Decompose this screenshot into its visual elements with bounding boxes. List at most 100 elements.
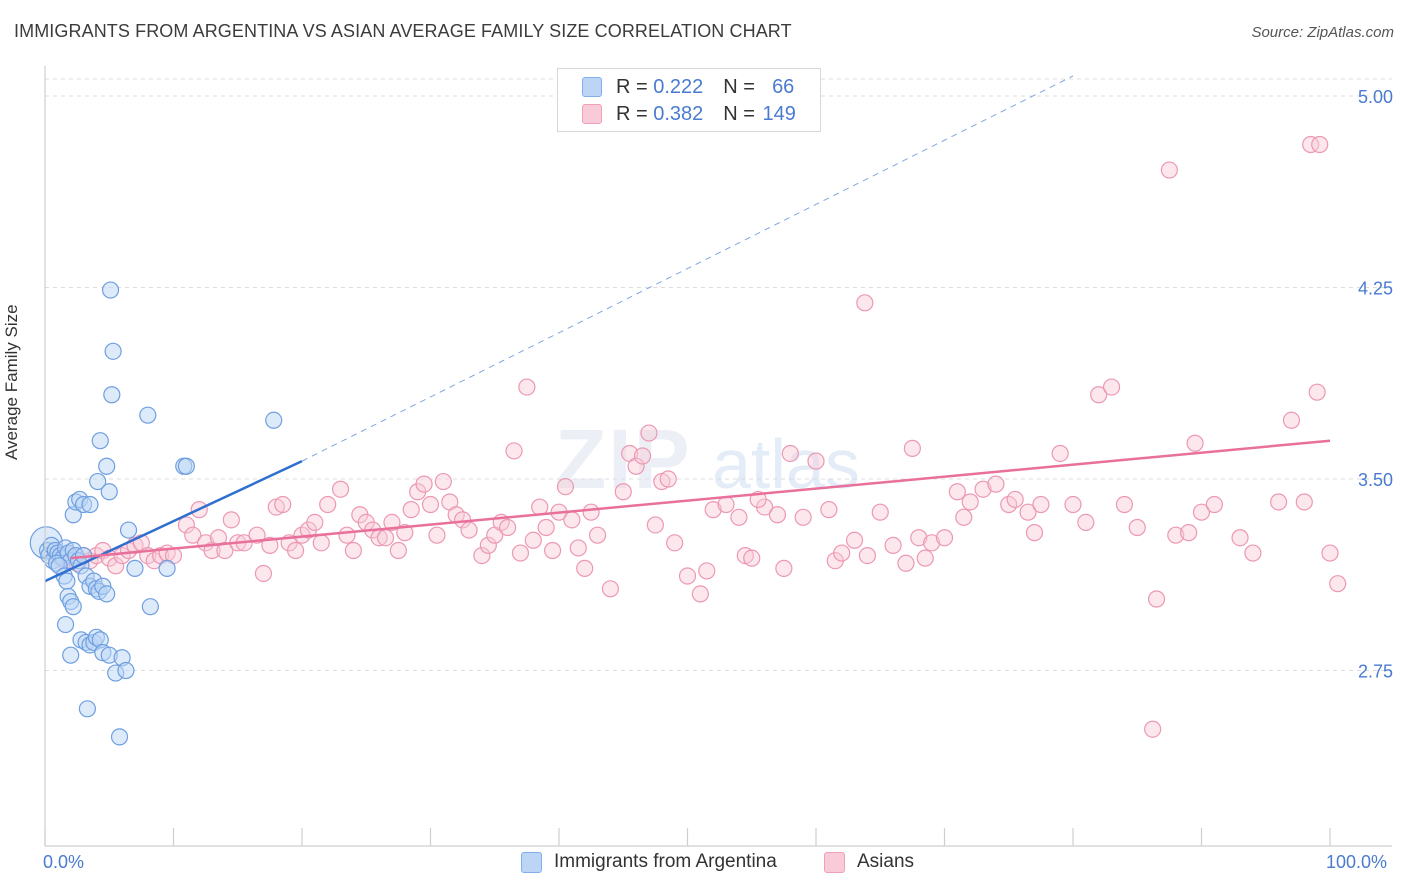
point-asians	[717, 495, 735, 514]
point-asians	[1051, 444, 1069, 463]
point-asians	[1019, 503, 1037, 521]
point-argentina	[98, 457, 116, 475]
bottom-legend-argentina: Immigrants from Argentina	[521, 851, 777, 873]
bottom-legend-swatch-blue	[521, 851, 542, 873]
point-argentina	[64, 598, 82, 616]
point-asians	[576, 559, 594, 577]
point-asians	[987, 475, 1005, 493]
point-argentina	[104, 342, 122, 360]
legend-swatch-blue	[582, 77, 602, 97]
point-argentina	[110, 728, 129, 746]
point-argentina	[62, 646, 80, 664]
point-asians	[556, 478, 575, 496]
point-asians	[1032, 495, 1050, 514]
series-argentina	[29, 281, 283, 746]
point-asians	[820, 501, 838, 519]
point-asians	[524, 531, 542, 549]
point-asians	[177, 516, 195, 534]
bottom-legend-label: Immigrants from Argentina	[554, 851, 777, 872]
legend-n-label: N =	[723, 75, 755, 98]
point-asians	[775, 559, 793, 577]
point-asians	[659, 470, 677, 488]
axes	[44, 66, 1392, 847]
source-credit: Source: ZipAtlas.com	[1251, 24, 1394, 41]
point-asians	[569, 539, 587, 557]
point-asians	[588, 526, 607, 544]
point-asians	[897, 554, 915, 572]
point-argentina	[56, 615, 75, 634]
point-asians	[1295, 493, 1313, 511]
point-argentina	[78, 700, 97, 718]
point-asians	[582, 503, 600, 521]
point-asians	[402, 501, 420, 519]
legend-r-label: R =	[616, 75, 648, 98]
point-asians	[434, 472, 452, 491]
point-asians	[286, 541, 305, 560]
point-asians	[184, 526, 202, 544]
point-argentina	[91, 432, 109, 450]
point-asians	[1269, 493, 1288, 511]
point-asians	[338, 526, 356, 544]
point-asians	[563, 511, 581, 529]
point-argentina	[81, 495, 99, 514]
point-asians	[1115, 495, 1134, 514]
point-asians	[543, 541, 562, 560]
point-asians	[633, 447, 652, 465]
point-argentina	[103, 386, 121, 404]
point-asians	[807, 452, 825, 470]
point-asians	[974, 480, 992, 498]
point-asians	[923, 534, 941, 552]
point-asians	[916, 549, 934, 567]
point-asians	[884, 536, 902, 554]
legend-n-label: N =	[723, 102, 755, 125]
point-argentina	[141, 598, 159, 616]
point-asians	[306, 513, 324, 532]
point-argentina	[158, 559, 176, 577]
point-asians	[646, 516, 664, 534]
point-asians	[344, 541, 362, 560]
point-asians	[691, 585, 709, 603]
point-argentina	[58, 572, 76, 590]
watermark: ZIP	[555, 412, 692, 506]
bottom-legend-label: Asians	[857, 851, 915, 872]
point-asians	[460, 521, 478, 539]
point-asians	[537, 518, 555, 537]
point-asians	[1006, 490, 1024, 509]
point-asians	[254, 564, 273, 583]
point-asians	[1128, 518, 1146, 537]
point-asians	[1077, 513, 1095, 532]
x-axis-min-label: 0.0%	[43, 852, 85, 872]
y-tick-label: 4.25	[1358, 279, 1393, 299]
bottom-legend-asians: Asians	[824, 851, 914, 873]
point-asians	[640, 424, 658, 442]
y-tick-label: 3.50	[1358, 470, 1393, 490]
point-asians	[473, 546, 491, 565]
point-asians	[1144, 720, 1162, 738]
point-asians	[415, 475, 433, 493]
point-asians	[678, 567, 697, 585]
point-asians	[107, 557, 125, 575]
point-argentina	[119, 521, 138, 539]
chart-title: IMMIGRANTS FROM ARGENTINA VS ASIAN AVERA…	[14, 21, 792, 41]
point-asians	[331, 480, 350, 498]
point-argentina	[177, 457, 195, 475]
watermark-atlas: atlas	[712, 425, 860, 503]
y-axis-label: Average Family Size	[2, 304, 21, 460]
point-asians	[1244, 544, 1262, 562]
point-asians	[935, 529, 954, 547]
point-asians	[1147, 590, 1166, 608]
y-tick-labels: 2.75 3.50 4.25 5.00	[1358, 87, 1393, 682]
point-asians	[1160, 161, 1178, 179]
point-argentina	[89, 472, 107, 491]
legend-n-value: 149	[762, 102, 796, 125]
point-argentina	[98, 585, 116, 603]
point-asians	[1231, 529, 1249, 547]
point-argentina	[100, 483, 118, 501]
point-asians	[1167, 526, 1185, 544]
point-asians	[614, 483, 632, 501]
point-asians	[389, 541, 407, 560]
point-asians	[1102, 378, 1121, 396]
trend-extension-argentina	[301, 75, 1074, 462]
point-asians	[518, 378, 536, 396]
point-asians	[781, 444, 799, 463]
